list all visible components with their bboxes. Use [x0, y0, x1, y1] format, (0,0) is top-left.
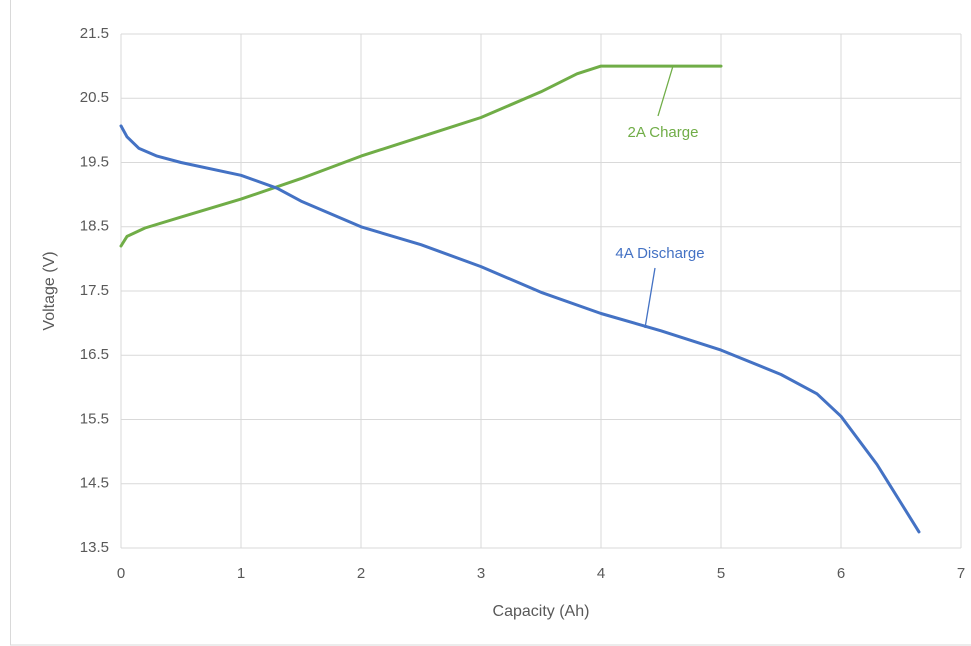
- y-tick-label: 18.5: [80, 218, 109, 235]
- chart-border: [10, 0, 971, 646]
- y-tick-label: 13.5: [80, 539, 109, 556]
- label-leader: [657, 65, 674, 117]
- x-axis-title: Capacity (Ah): [493, 603, 590, 620]
- y-tick-label: 17.5: [80, 282, 109, 299]
- series-label: 4A Discharge: [615, 245, 704, 262]
- y-tick-label: 20.5: [80, 89, 109, 106]
- x-tick-label: 0: [117, 565, 125, 582]
- x-tick-label: 4: [597, 565, 605, 582]
- y-tick-label: 21.5: [80, 25, 109, 42]
- x-tick-label: 2: [357, 565, 365, 582]
- x-tick-label: 6: [837, 565, 845, 582]
- y-axis-title: Voltage (V): [41, 251, 58, 330]
- x-tick-label: 7: [957, 565, 965, 582]
- series-line: [119, 64, 723, 248]
- label-leader: [644, 267, 656, 329]
- series-line: [119, 124, 921, 534]
- x-tick-label: 5: [717, 565, 725, 582]
- y-tick-label: 14.5: [80, 475, 109, 492]
- series-label: 2A Charge: [628, 124, 699, 141]
- x-tick-label: 3: [477, 565, 485, 582]
- y-tick-label: 16.5: [80, 346, 109, 363]
- y-tick-label: 15.5: [80, 410, 109, 427]
- y-tick-label: 19.5: [80, 153, 109, 170]
- x-tick-label: 1: [237, 565, 245, 582]
